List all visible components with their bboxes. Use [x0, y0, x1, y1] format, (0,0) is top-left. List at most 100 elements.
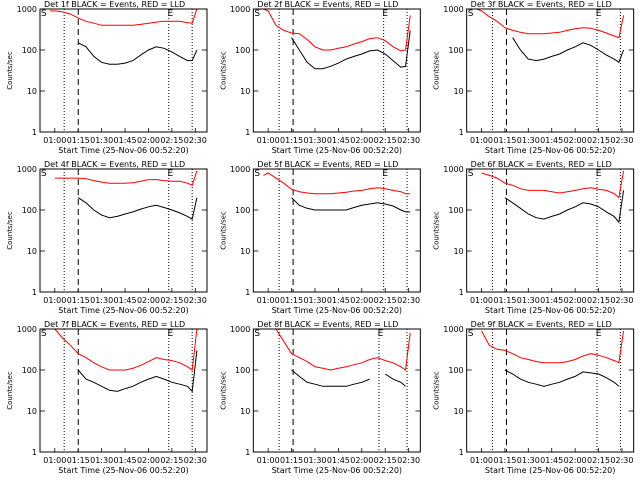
- series-line: [263, 9, 411, 52]
- x-tick-label: 01:30: [517, 296, 540, 305]
- x-tick-label: 01:30: [303, 296, 326, 305]
- x-tick-label: 02:15: [587, 136, 610, 145]
- chart-title: Det 7f BLACK = Events, RED = LLD: [44, 320, 185, 329]
- x-axis-label: Start Time (25-Nov-06 00:52:20): [58, 466, 188, 475]
- chart-title: Det 1f BLACK = Events, RED = LLD: [44, 0, 185, 9]
- x-tick-label: 01:30: [303, 456, 326, 465]
- annotation: E: [167, 9, 173, 19]
- y-tick-label: 100: [448, 206, 463, 215]
- annotation: E: [167, 169, 173, 179]
- y-tick-label: 10: [240, 407, 250, 416]
- y-axis-label: Counts/sec: [433, 51, 441, 90]
- plot-frame: [39, 328, 208, 453]
- chart-title: Det 3f BLACK = Events, RED = LLD: [471, 0, 612, 9]
- chart-title: Det 5f BLACK = Events, RED = LLD: [257, 160, 398, 169]
- y-tick-label: 1000: [17, 165, 37, 174]
- annotation: S: [468, 9, 474, 19]
- x-axis-label: Start Time (25-Nov-06 00:52:20): [485, 146, 615, 155]
- x-tick-label: 01:45: [540, 296, 563, 305]
- y-tick-label: 1000: [443, 325, 463, 334]
- x-tick-label: 01:15: [280, 296, 303, 305]
- x-tick-label: 02:30: [184, 456, 207, 465]
- panel: Det 3f BLACK = Events, RED = LLD Counts/s…: [433, 0, 635, 155]
- x-tick-label: 01:15: [280, 136, 303, 145]
- x-tick-label: 02:15: [587, 296, 610, 305]
- panel: Det 5f BLACK = Events, RED = LLD Counts/s…: [219, 160, 421, 315]
- annotation: S: [468, 329, 474, 339]
- plot-frame: [252, 168, 421, 293]
- annotation: E: [382, 169, 388, 179]
- series-line: [291, 30, 411, 70]
- y-tick-label: 10: [27, 87, 37, 96]
- y-tick-label: 1000: [443, 165, 463, 174]
- y-tick-label: 1000: [230, 5, 250, 14]
- x-tick-label: 01:00: [257, 136, 280, 145]
- y-tick-label: 1: [245, 448, 250, 457]
- x-tick-label: 02:15: [374, 456, 397, 465]
- x-tick-label: 01:30: [90, 456, 113, 465]
- x-tick-label: 02:30: [397, 296, 420, 305]
- x-tick-label: 01:15: [67, 136, 90, 145]
- x-tick-label: 02:30: [184, 136, 207, 145]
- y-axis-label: Counts/sec: [219, 371, 227, 410]
- y-tick-label: 100: [22, 46, 37, 55]
- plot-frame: [39, 168, 208, 293]
- annotation: E: [596, 329, 602, 339]
- y-tick-label: 100: [448, 366, 463, 375]
- y-tick-label: 10: [240, 87, 250, 96]
- y-tick-label: 1: [32, 448, 37, 457]
- series-line: [291, 197, 411, 213]
- x-tick-label: 01:00: [470, 456, 493, 465]
- x-tick-label: 01:15: [493, 296, 516, 305]
- y-tick-label: 1: [32, 128, 37, 137]
- y-tick-label: 10: [453, 87, 463, 96]
- x-tick-label: 01:15: [280, 456, 303, 465]
- y-axis-label: Counts/sec: [433, 211, 441, 250]
- annotation: E: [167, 329, 173, 339]
- x-tick-label: 02:30: [397, 456, 420, 465]
- x-tick-label: 02:00: [564, 456, 587, 465]
- y-axis-label: Counts/sec: [219, 51, 227, 90]
- x-tick-label: 01:00: [470, 136, 493, 145]
- x-tick-label: 01:00: [43, 296, 66, 305]
- x-tick-label: 01:45: [114, 136, 137, 145]
- annotation: S: [41, 9, 47, 19]
- x-tick-label: 01:45: [114, 296, 137, 305]
- y-tick-label: 10: [27, 407, 37, 416]
- x-tick-label: 02:00: [350, 456, 373, 465]
- y-axis-label: Counts/sec: [6, 371, 14, 410]
- series-line: [54, 170, 198, 186]
- annotation: S: [41, 329, 47, 339]
- x-tick-label: 01:15: [67, 456, 90, 465]
- y-axis-label: Counts/sec: [219, 211, 227, 250]
- series-line: [476, 9, 625, 39]
- series-line: [504, 369, 620, 387]
- y-tick-label: 1: [459, 288, 464, 297]
- y-tick-label: 1000: [230, 165, 250, 174]
- panel: Det 6f BLACK = Events, RED = LLD Counts/s…: [433, 160, 635, 315]
- x-tick-label: 01:00: [257, 296, 280, 305]
- x-tick-label: 01:00: [43, 456, 66, 465]
- x-tick-label: 02:15: [160, 296, 183, 305]
- y-tick-label: 100: [235, 206, 250, 215]
- x-tick-label: 01:30: [90, 296, 113, 305]
- chart-title: Det 2f BLACK = Events, RED = LLD: [257, 0, 398, 9]
- x-tick-label: 01:45: [540, 136, 563, 145]
- series-line: [77, 197, 198, 220]
- x-tick-label: 01:30: [517, 456, 540, 465]
- x-tick-label: 02:15: [160, 136, 183, 145]
- y-tick-label: 1: [459, 128, 464, 137]
- x-tick-label: 01:00: [470, 296, 493, 305]
- x-tick-label: 01:45: [327, 296, 350, 305]
- y-tick-label: 100: [235, 46, 250, 55]
- plot-frame: [252, 328, 421, 453]
- y-tick-label: 1000: [17, 5, 37, 14]
- y-tick-label: 1: [245, 288, 250, 297]
- series-line: [481, 330, 625, 364]
- x-axis-label: Start Time (25-Nov-06 00:52:20): [272, 306, 402, 315]
- x-tick-label: 01:45: [114, 456, 137, 465]
- x-tick-label: 02:15: [160, 456, 183, 465]
